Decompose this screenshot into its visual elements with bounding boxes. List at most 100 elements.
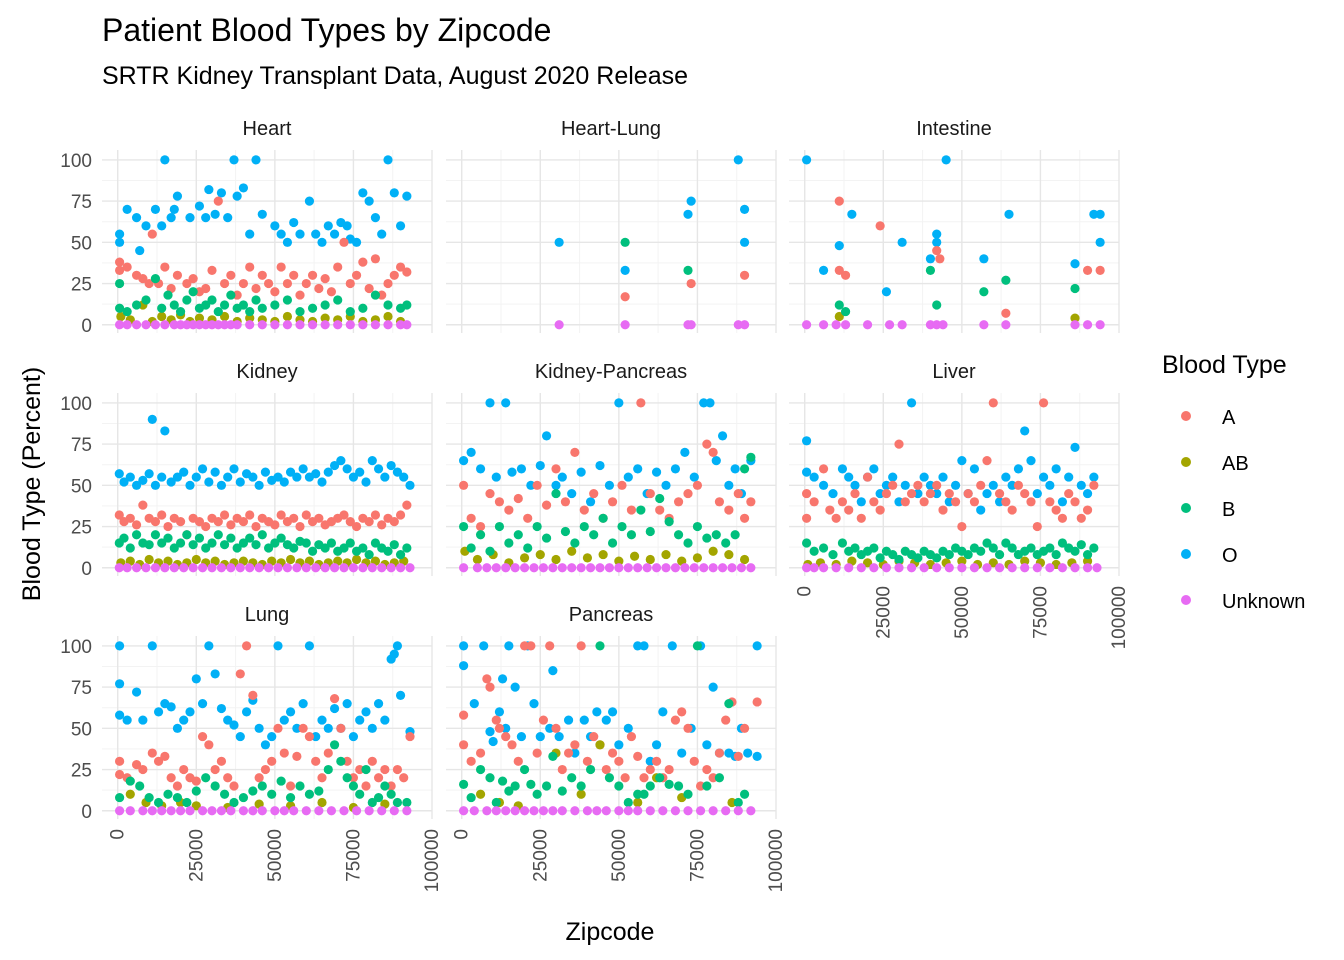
data-point [585, 764, 596, 775]
data-point [802, 436, 812, 446]
data-point [831, 320, 841, 330]
data-point [557, 764, 567, 775]
data-point [273, 563, 283, 573]
data-point [541, 500, 552, 510]
data-point [115, 303, 125, 313]
data-point [267, 731, 277, 742]
data-point [894, 439, 904, 449]
data-point [614, 398, 624, 408]
data-point [963, 549, 973, 560]
data-point [548, 806, 558, 816]
data-point [818, 563, 829, 573]
data-point [739, 789, 750, 799]
data-point [651, 756, 662, 766]
data-point [589, 488, 599, 499]
data-point [248, 806, 258, 816]
data-point [210, 781, 220, 791]
data-point [585, 497, 596, 507]
data-point [982, 563, 992, 573]
data-point [160, 563, 170, 573]
data-point [692, 521, 703, 532]
data-point [551, 488, 561, 499]
data-point [721, 806, 731, 816]
data-point [809, 497, 819, 507]
data-point [881, 480, 892, 490]
data-point [494, 723, 505, 733]
panel-heart-lung: Heart-Lung [446, 118, 777, 333]
data-point [172, 191, 183, 201]
data-point [194, 516, 205, 527]
data-point [169, 543, 179, 553]
data-point [702, 781, 712, 791]
data-point [743, 748, 753, 758]
data-point [844, 563, 854, 573]
data-point [645, 554, 655, 565]
data-point [383, 320, 393, 330]
data-point [188, 563, 198, 573]
data-point [282, 278, 293, 289]
data-point [645, 806, 655, 816]
data-point [172, 792, 183, 803]
data-point [345, 320, 355, 330]
data-point [364, 196, 374, 206]
data-point [179, 764, 189, 775]
legend-key [1181, 595, 1191, 605]
data-point [270, 520, 280, 530]
data-point [339, 806, 349, 816]
data-point [532, 521, 542, 532]
data-point [157, 472, 167, 482]
data-point [207, 320, 217, 330]
data-point [576, 781, 586, 791]
data-point [683, 538, 693, 548]
data-point [523, 543, 533, 553]
data-point [402, 267, 412, 277]
data-point [739, 554, 750, 565]
data-point [270, 538, 280, 548]
data-point [645, 526, 655, 537]
data-point [166, 806, 176, 816]
data-point [213, 320, 223, 330]
data-point [979, 254, 989, 264]
data-point [721, 538, 731, 548]
data-point [714, 748, 725, 758]
data-point [160, 262, 170, 272]
data-point [175, 306, 186, 317]
data-point [402, 300, 412, 310]
data-point [147, 641, 157, 651]
data-point [317, 797, 327, 808]
data-point [459, 455, 469, 466]
data-point [114, 563, 124, 573]
data-point [367, 563, 377, 573]
data-point [348, 563, 359, 573]
data-point [386, 789, 396, 799]
data-point [115, 792, 125, 803]
data-point [664, 779, 674, 789]
data-point [377, 563, 387, 573]
data-point [708, 682, 718, 692]
data-point [386, 781, 396, 791]
data-point [532, 480, 542, 490]
data-point [370, 212, 381, 223]
panel-lung: Lung 0 25 50 75 100 0 25000 50000 75000 100000 [60, 604, 443, 892]
data-point [358, 320, 368, 330]
data-point [223, 212, 233, 223]
data-point [551, 554, 561, 565]
data-point [389, 516, 399, 527]
series-a [114, 500, 412, 540]
data-point [664, 516, 674, 527]
data-point [355, 715, 365, 725]
data-point [818, 464, 829, 474]
data-point [925, 320, 936, 330]
data-point [395, 262, 406, 272]
data-point [739, 513, 750, 523]
y-tick-label: 100 [60, 394, 92, 415]
data-point [163, 789, 173, 799]
data-point [364, 516, 374, 527]
data-point [355, 467, 365, 477]
data-point [380, 781, 390, 791]
data-point [226, 563, 236, 573]
data-point [957, 563, 967, 573]
data-point [919, 497, 929, 507]
data-point [336, 455, 346, 466]
data-point [994, 549, 1005, 560]
